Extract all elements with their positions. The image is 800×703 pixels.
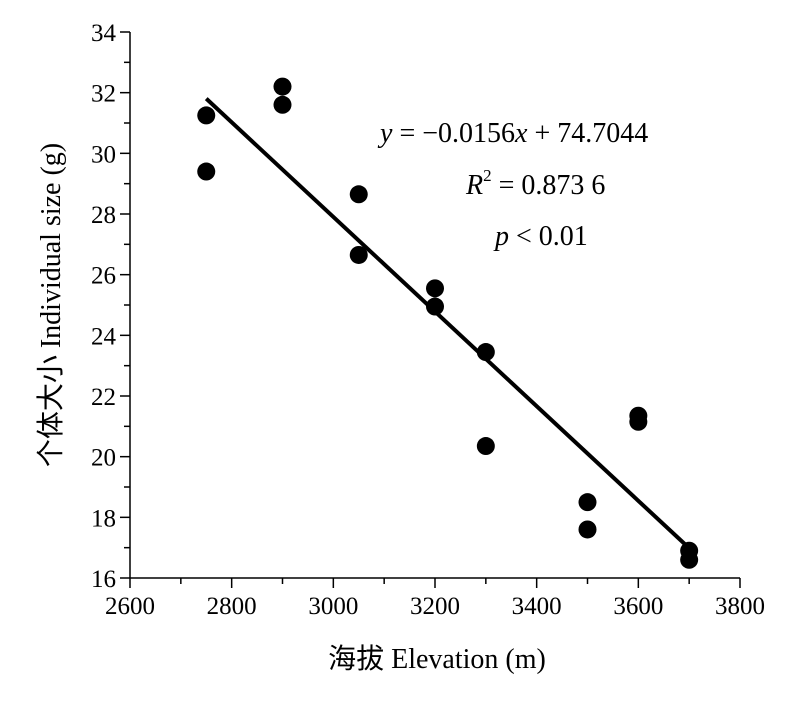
fit-line-group xyxy=(204,97,691,550)
data-point xyxy=(578,493,597,512)
equation-x-var: x xyxy=(514,118,528,149)
data-point xyxy=(426,297,444,316)
r2-sup: 2 xyxy=(483,166,492,185)
r2-value: = 0.873 6 xyxy=(492,170,606,201)
regression-equation: y = −0.0156x + 74.7044 xyxy=(377,118,648,149)
p-rest: < 0.01 xyxy=(509,221,588,252)
data-point xyxy=(273,95,292,114)
data-point xyxy=(197,106,216,125)
x-tick-label: 2600 xyxy=(105,593,155,620)
y-tick-label: 22 xyxy=(91,384,116,411)
regression-line xyxy=(204,97,691,550)
data-point xyxy=(273,77,292,96)
data-point xyxy=(476,343,495,362)
data-point xyxy=(349,245,368,264)
equation-y-var: y xyxy=(377,118,393,149)
x-tick-label: 3600 xyxy=(613,593,663,620)
y-tick-label: 30 xyxy=(91,141,116,168)
y-tick-label: 16 xyxy=(91,566,116,593)
x-axis-title: 海拔 Elevation (m) xyxy=(328,643,546,675)
y-tick-label: 20 xyxy=(91,445,116,472)
data-point xyxy=(476,437,495,456)
y-tick-label: 28 xyxy=(91,202,116,229)
x-tick-label: 3000 xyxy=(308,593,358,620)
points-group xyxy=(197,77,699,569)
y-tick-label: 24 xyxy=(91,323,117,350)
data-point xyxy=(680,550,699,569)
x-tick-label: 2800 xyxy=(207,593,257,620)
y-tick-label: 18 xyxy=(91,505,116,532)
data-point xyxy=(197,162,216,181)
equation-intercept: + 74.7044 xyxy=(527,118,648,149)
data-point xyxy=(629,412,648,431)
y-tick-label: 34 xyxy=(91,20,117,47)
p-var: p xyxy=(493,221,509,252)
y-tick-label: 32 xyxy=(91,81,116,108)
ticks: 2600 2800 3000 3200 3400 3600 3800 16 18 20 22 24 26… xyxy=(91,20,765,620)
x-tick-label: 3200 xyxy=(410,593,460,620)
x-tick-label: 3400 xyxy=(512,593,562,620)
equation-coef: = −0.0156 xyxy=(392,118,515,149)
data-point xyxy=(578,520,597,539)
data-point xyxy=(426,279,444,298)
data-point xyxy=(349,185,368,204)
y-tick-label: 26 xyxy=(91,263,116,290)
p-value: p < 0.01 xyxy=(493,221,588,252)
x-tick-label: 3800 xyxy=(715,593,765,620)
r2-r: R xyxy=(465,170,483,201)
y-axis-title: 个体大小 Individual size (g) xyxy=(35,143,67,467)
r-squared: R2 = 0.873 6 xyxy=(465,166,605,201)
